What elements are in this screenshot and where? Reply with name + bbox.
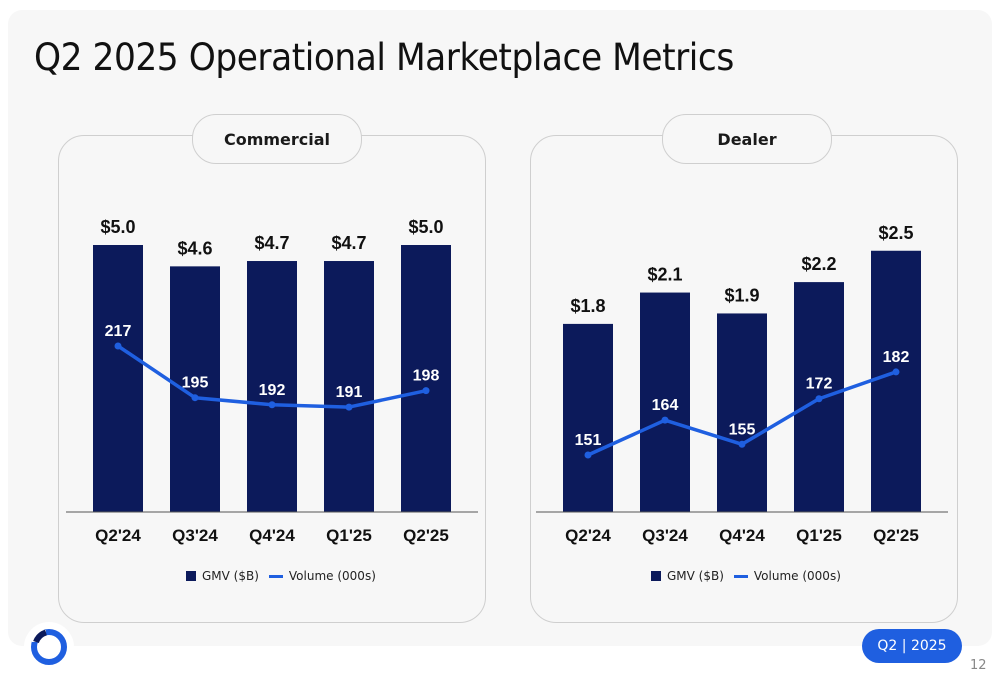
volume-data-label: 151 bbox=[575, 432, 602, 449]
x-tick-label: Q2'24 bbox=[565, 526, 611, 545]
gmv-bar bbox=[717, 313, 767, 512]
period-badge: Q2 | 2025 bbox=[862, 629, 962, 663]
gmv-data-label: $1.8 bbox=[570, 296, 605, 316]
legend-line-swatch bbox=[268, 574, 283, 578]
dealer-legend: GMV ($B) Volume (000s) bbox=[651, 569, 841, 583]
legend-bar-swatch bbox=[186, 571, 196, 581]
page-number: 12 bbox=[970, 658, 987, 673]
volume-data-label: 172 bbox=[806, 376, 833, 393]
volume-data-label: 182 bbox=[883, 349, 910, 366]
x-tick-label: Q3'24 bbox=[172, 526, 218, 545]
volume-point bbox=[114, 342, 122, 350]
legend-gmv-label: GMV ($B) bbox=[667, 569, 724, 583]
x-tick-label: Q2'24 bbox=[95, 526, 141, 545]
volume-point bbox=[422, 387, 430, 395]
gmv-data-label: $2.1 bbox=[647, 265, 682, 285]
legend-line-swatch bbox=[733, 574, 748, 578]
gmv-bar bbox=[170, 266, 220, 512]
gmv-data-label: $5.0 bbox=[100, 217, 135, 237]
x-tick-label: Q4'24 bbox=[249, 526, 295, 545]
volume-data-label: 155 bbox=[729, 421, 756, 438]
gmv-data-label: $2.5 bbox=[878, 223, 913, 243]
volume-point bbox=[268, 401, 276, 409]
volume-data-label: 192 bbox=[259, 382, 286, 399]
legend-bar-swatch bbox=[651, 571, 661, 581]
commercial-legend: GMV ($B) Volume (000s) bbox=[186, 569, 376, 583]
gmv-data-label: $2.2 bbox=[801, 254, 836, 274]
legend-volume-label: Volume (000s) bbox=[288, 569, 376, 583]
x-tick-label: Q2'25 bbox=[873, 526, 919, 545]
gmv-bar bbox=[93, 245, 143, 512]
volume-point bbox=[584, 451, 592, 459]
volume-point bbox=[815, 395, 823, 403]
x-tick-label: Q4'24 bbox=[719, 526, 765, 545]
gmv-data-label: $4.7 bbox=[254, 233, 289, 253]
gmv-data-label: $4.6 bbox=[177, 238, 212, 258]
x-tick-label: Q3'24 bbox=[642, 526, 688, 545]
gmv-bar bbox=[563, 323, 613, 512]
volume-point bbox=[738, 440, 746, 448]
x-tick-label: Q1'25 bbox=[796, 526, 842, 545]
volume-data-label: 164 bbox=[652, 397, 679, 414]
legend-gmv-label: GMV ($B) bbox=[202, 569, 259, 583]
circle-logo-icon bbox=[24, 622, 74, 672]
gmv-bar bbox=[324, 261, 374, 512]
volume-point bbox=[345, 403, 353, 411]
volume-data-label: 195 bbox=[182, 375, 209, 392]
volume-data-label: 191 bbox=[336, 384, 363, 401]
x-tick-label: Q2'25 bbox=[403, 526, 449, 545]
dealer-chart-title: Dealer bbox=[662, 114, 832, 164]
commercial-chart-title: Commercial bbox=[192, 114, 362, 164]
volume-point bbox=[191, 394, 199, 402]
gmv-bar bbox=[247, 261, 297, 512]
gmv-bar bbox=[640, 292, 690, 512]
volume-data-label: 198 bbox=[413, 368, 440, 385]
page-title: Q2 2025 Operational Marketplace Metrics bbox=[34, 36, 734, 79]
gmv-bar bbox=[401, 245, 451, 512]
volume-data-label: 217 bbox=[105, 323, 132, 340]
volume-point bbox=[892, 368, 900, 376]
gmv-data-label: $1.9 bbox=[724, 285, 759, 305]
gmv-bar bbox=[871, 250, 921, 512]
volume-point bbox=[661, 416, 669, 424]
gmv-data-label: $5.0 bbox=[408, 217, 443, 237]
x-tick-label: Q1'25 bbox=[326, 526, 372, 545]
legend-volume-label: Volume (000s) bbox=[753, 569, 841, 583]
gmv-data-label: $4.7 bbox=[331, 233, 366, 253]
